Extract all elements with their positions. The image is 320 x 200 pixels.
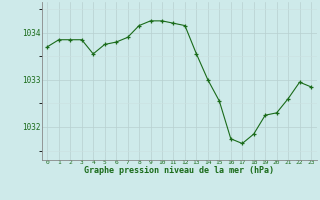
X-axis label: Graphe pression niveau de la mer (hPa): Graphe pression niveau de la mer (hPa) (84, 166, 274, 175)
